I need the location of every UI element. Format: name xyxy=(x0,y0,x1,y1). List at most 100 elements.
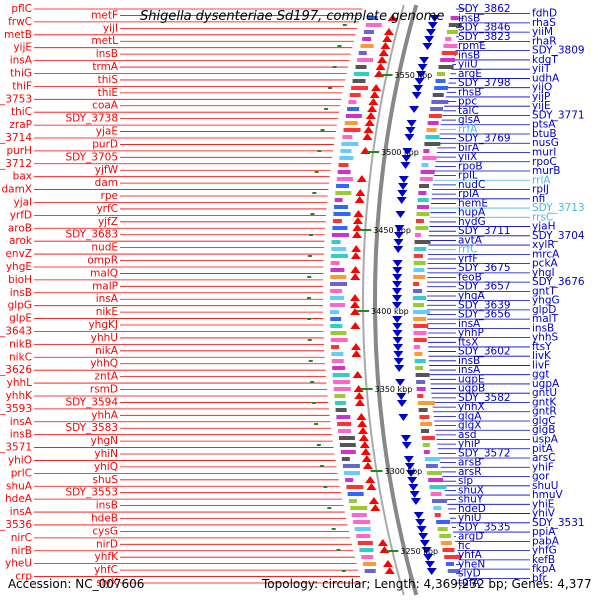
gene-label-trma[interactable]: trmA xyxy=(92,61,118,73)
gene-label-yhhl[interactable]: yhhL xyxy=(7,377,33,389)
gene-label-sdy-3657[interactable]: SDY_3657 xyxy=(458,281,511,293)
gene-label-yhhu[interactable]: yhhU xyxy=(91,332,118,344)
gene-label-bfr[interactable]: bfr xyxy=(532,572,547,584)
gene-label-glga[interactable]: glgA xyxy=(458,410,482,422)
gene-label-fic[interactable]: fic xyxy=(458,540,471,552)
gene-label-hdea[interactable]: hdeA xyxy=(5,493,33,505)
gene-label-fkpa[interactable]: fkpA xyxy=(532,563,556,575)
gene-label-rpme[interactable]: rpmE xyxy=(458,40,486,52)
gene-label-arge[interactable]: argE xyxy=(458,68,482,80)
gene-label-sdy-3798[interactable]: SDY_3798 xyxy=(458,77,511,89)
gene-label-argd[interactable]: argD xyxy=(458,531,483,543)
gene-label-rhar[interactable]: rhaR xyxy=(532,35,557,47)
gene-label-nusg[interactable]: nusG xyxy=(532,137,559,149)
gene-label-frwc[interactable]: frwC xyxy=(8,16,32,28)
gene-label-yiix[interactable]: yiiX xyxy=(458,151,477,163)
gene-label-bioh[interactable]: bioH xyxy=(8,274,32,286)
gene-label-malp[interactable]: malP xyxy=(92,280,118,292)
gene-label-thic[interactable]: thiC xyxy=(11,106,32,118)
gene-label-malt[interactable]: malT xyxy=(532,313,559,325)
gene-label-insb[interactable]: insB xyxy=(458,12,480,24)
gene-label-kdgt[interactable]: kdgT xyxy=(532,54,558,66)
gene-label-yrff[interactable]: yrfF xyxy=(458,253,478,265)
gene-label-nika[interactable]: nikA xyxy=(95,345,119,357)
gene-label-ppc[interactable]: ppc xyxy=(458,96,477,108)
gene-label-sdy-3712[interactable]: SDY_3712 xyxy=(0,158,32,170)
gene-label-glgc[interactable]: glgC xyxy=(532,415,556,427)
gene-label-nikc[interactable]: nikC xyxy=(9,351,32,363)
gene-label-ompr[interactable]: ompR xyxy=(87,255,118,267)
gene-label-sdy-3536[interactable]: SDY_3536 xyxy=(0,519,32,531)
gene-label-yhgi[interactable]: yhgI xyxy=(532,267,555,279)
gene-label-yhie[interactable]: yhiE xyxy=(532,498,554,510)
gene-label-yhhk[interactable]: yhhK xyxy=(6,390,34,402)
gene-label-sdy-3683[interactable]: SDY_3683 xyxy=(65,229,118,241)
gene-label-yhhs[interactable]: yhhS xyxy=(532,332,559,344)
gene-label-sdy-3714[interactable]: SDY_3714 xyxy=(0,132,32,144)
gene-label-sdy-3535[interactable]: SDY_3535 xyxy=(458,521,511,533)
gene-label-yheu[interactable]: yheU xyxy=(5,558,32,570)
gene-label-sdy-3553[interactable]: SDY_3553 xyxy=(65,487,118,499)
gene-label-talc[interactable]: talC xyxy=(458,105,479,117)
gene-label-sdy-3583[interactable]: SDY_3583 xyxy=(65,422,118,434)
gene-label-yije[interactable]: yijE xyxy=(532,100,551,112)
gene-label-yhhx[interactable]: yhhX xyxy=(458,401,485,413)
gene-label-glpg[interactable]: glpG xyxy=(8,300,32,312)
gene-label-mrca[interactable]: mrcA xyxy=(532,248,560,260)
gene-label-yhio[interactable]: yhiO xyxy=(8,454,32,466)
gene-label-ptsa[interactable]: ptsA xyxy=(532,119,556,131)
gene-label-rpll[interactable]: rplL xyxy=(458,170,478,182)
gene-label-insa[interactable]: insA xyxy=(10,506,33,518)
gene-label-gntk[interactable]: gntK xyxy=(532,396,557,408)
gene-label-shuy[interactable]: shuY xyxy=(458,494,484,506)
gene-label-livf[interactable]: livF xyxy=(532,359,550,371)
gene-label-insb[interactable]: insB xyxy=(458,355,480,367)
gene-label-yjfw[interactable]: yjfW xyxy=(95,164,119,176)
gene-label-slyd[interactable]: slyD xyxy=(458,568,481,580)
gene-label-shus[interactable]: shuS xyxy=(93,474,119,486)
gene-label-envz[interactable]: envZ xyxy=(5,248,32,260)
gene-label-sdy-3823[interactable]: SDY_3823 xyxy=(458,31,511,43)
gene-label-shua[interactable]: shuA xyxy=(6,480,33,492)
gene-label-yhif[interactable]: yhiF xyxy=(532,461,554,473)
gene-label-this[interactable]: thiS xyxy=(98,74,119,86)
gene-label-yhhp[interactable]: yhhP xyxy=(458,327,484,339)
gene-label-sdy-3626[interactable]: SDY_3626 xyxy=(0,364,32,376)
gene-label-muri[interactable]: murI xyxy=(532,147,556,159)
gene-label-nudc[interactable]: nudC xyxy=(458,179,485,191)
gene-label-insa[interactable]: insA xyxy=(458,364,481,376)
gene-label-cysg[interactable]: cysG xyxy=(92,525,118,537)
gene-label-rrla[interactable]: rrlA xyxy=(532,174,551,186)
gene-label-paba[interactable]: pabA xyxy=(532,535,560,547)
gene-label-insa[interactable]: insA xyxy=(458,318,481,330)
gene-label-ggt[interactable]: ggt xyxy=(532,369,549,381)
gene-label-insb[interactable]: insB xyxy=(10,287,32,299)
gene-label-uspa[interactable]: uspA xyxy=(532,434,559,446)
gene-label-hydg[interactable]: hydG xyxy=(458,216,486,228)
gene-label-thie[interactable]: thiE xyxy=(98,87,118,99)
gene-label-yiji[interactable]: yijI xyxy=(103,22,118,34)
gene-label-rrfa[interactable]: rrfA xyxy=(458,123,478,135)
gene-label-damx[interactable]: damX xyxy=(1,184,32,196)
gene-label-gntr[interactable]: gntR xyxy=(532,406,557,418)
gene-label-rhsb[interactable]: rhsB xyxy=(458,86,481,98)
gene-label-rpob[interactable]: rpoB xyxy=(458,160,483,172)
gene-label-coaa[interactable]: coaA xyxy=(92,100,119,112)
gene-label-arob[interactable]: aroB xyxy=(8,222,32,234)
gene-label-sdy-3675[interactable]: SDY_3675 xyxy=(458,262,511,274)
gene-label-purd[interactable]: purD xyxy=(92,138,118,150)
gene-label-gntt[interactable]: gntT xyxy=(532,285,556,297)
gene-label-fdhd[interactable]: fdhD xyxy=(532,8,557,20)
gene-label-heme[interactable]: hemE xyxy=(458,197,488,209)
gene-label-arsb[interactable]: arsB xyxy=(458,457,481,469)
gene-label-sdy-3676[interactable]: SDY_3676 xyxy=(532,276,585,288)
gene-label-avta[interactable]: avtA xyxy=(458,234,483,246)
gene-label-yhhq[interactable]: yhhQ xyxy=(90,358,118,370)
gene-label-pflc[interactable]: pflC xyxy=(11,3,32,15)
gene-label-nirc[interactable]: nirC xyxy=(11,532,32,544)
gene-label-yiiu[interactable]: yiiU xyxy=(458,59,478,71)
gene-label-metb[interactable]: metB xyxy=(4,29,32,41)
gene-label-rsmd[interactable]: rsmD xyxy=(90,384,118,396)
gene-label-yhga[interactable]: yhgA xyxy=(458,290,486,302)
gene-label-kefb[interactable]: kefB xyxy=(532,554,555,566)
